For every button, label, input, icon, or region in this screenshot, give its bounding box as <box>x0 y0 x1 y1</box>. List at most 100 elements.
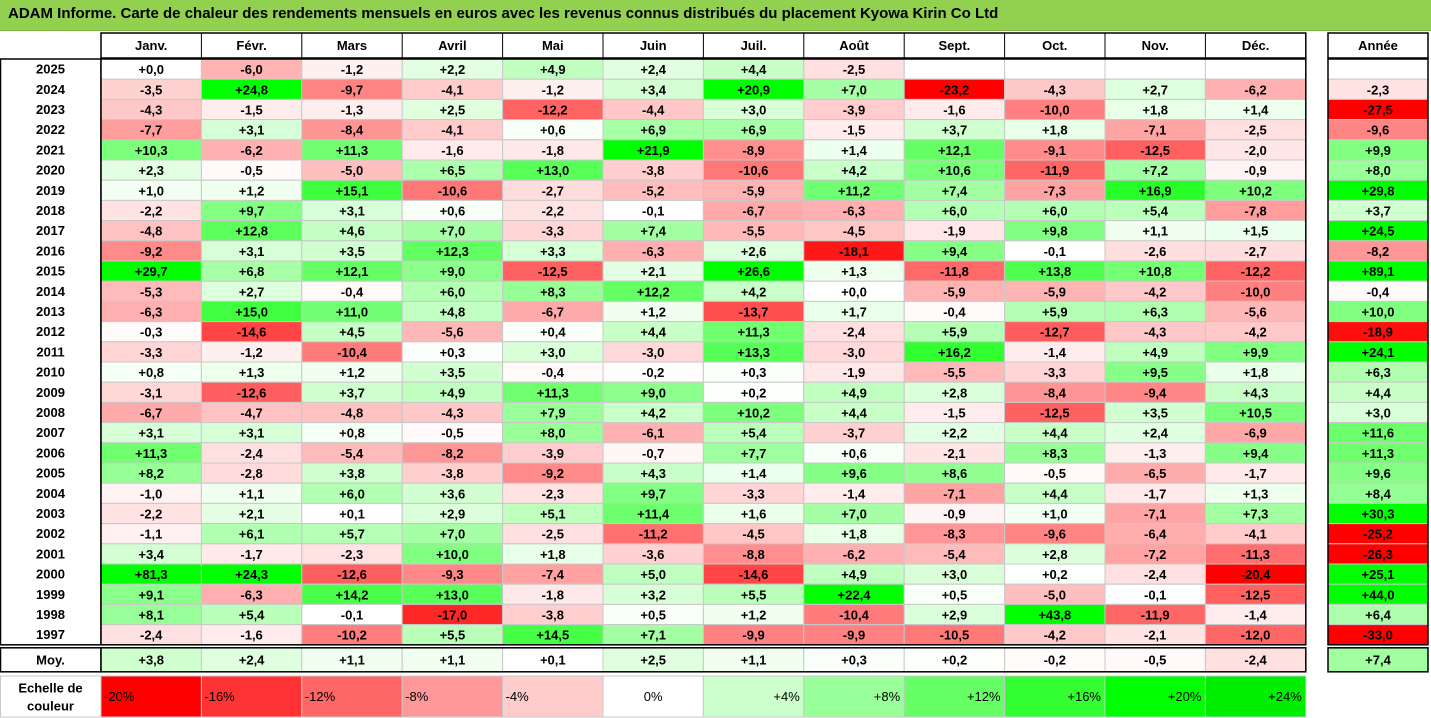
cell-value: +3,0 <box>540 345 566 360</box>
cell-value: -5,3 <box>140 284 162 299</box>
cell-value: +11,3 <box>537 385 569 400</box>
annual-value: +11,3 <box>1362 446 1394 461</box>
cell-value: +0,5 <box>942 587 968 602</box>
cell-value: +2,5 <box>440 103 466 118</box>
average-cell <box>1004 647 1106 673</box>
cell-value: -4,1 <box>441 123 463 138</box>
cell-value: -0,1 <box>1044 244 1066 259</box>
cell-value: +6,5 <box>440 163 466 178</box>
scale-swatch <box>602 675 704 718</box>
cell-value: -4,2 <box>1144 284 1166 299</box>
cell-value: +4,9 <box>841 567 867 582</box>
annual-value: -8,2 <box>1367 244 1389 259</box>
cell-value: -4,5 <box>742 527 764 542</box>
cell-value: -2,1 <box>1144 628 1166 643</box>
cell-value: +0,3 <box>440 345 466 360</box>
cell-value: +14,2 <box>336 587 369 602</box>
cell-value: -9,9 <box>742 628 764 643</box>
cell-value: +7,3 <box>1243 507 1269 522</box>
average-annual-cell <box>1327 647 1429 673</box>
cell-value: -6,2 <box>843 547 865 562</box>
cell-value: -10,2 <box>337 628 367 643</box>
cell-value: -0,5 <box>1044 466 1066 481</box>
month-header-cell: Avril <box>438 38 466 53</box>
cell-value: -2,2 <box>140 507 162 522</box>
cell-value: +2,7 <box>239 284 265 299</box>
cell-value: -9,9 <box>843 628 865 643</box>
cell-value: +0,6 <box>841 446 867 461</box>
annual-header-label: Année <box>1358 38 1398 53</box>
cell-value: +0,4 <box>540 325 566 340</box>
cell-value: +6,8 <box>239 264 265 279</box>
average-cell <box>602 647 704 673</box>
cell-value: -9,2 <box>542 466 564 481</box>
cell-value: -1,0 <box>140 486 162 501</box>
cell-value: +4,3 <box>1243 385 1269 400</box>
cell-value: -2,3 <box>341 547 363 562</box>
cell-value: -2,1 <box>943 446 965 461</box>
year-label: 2015 <box>36 264 65 279</box>
cell-value: +2,1 <box>239 507 265 522</box>
cell-value: +11,0 <box>336 305 368 320</box>
cell-value: +1,4 <box>741 466 767 481</box>
cell-value: +3,1 <box>239 123 265 138</box>
cell-value: -2,2 <box>542 204 564 219</box>
year-label: 2002 <box>36 526 65 541</box>
cell-value: -0,5 <box>441 426 463 441</box>
cell-value: +3,1 <box>138 426 164 441</box>
cell-value: -11,2 <box>639 527 668 542</box>
cell-value: +11,3 <box>135 446 167 461</box>
annual-value: +10,0 <box>1362 305 1395 320</box>
cell-value: -12,6 <box>237 385 267 400</box>
cell-value: -3,3 <box>1044 365 1066 380</box>
table-row: 2013 -6,3 +15,0 +11,0 +4,8 -6,7 +1,2 -13,7 +1,7 -… <box>36 300 1429 323</box>
cell-value: -4,2 <box>1044 628 1066 643</box>
cell-value: +1,1 <box>1142 224 1168 239</box>
cell-value: -12,6 <box>337 567 367 582</box>
cell-value: +3,1 <box>239 426 265 441</box>
cell-value: -5,4 <box>943 547 966 562</box>
cell-value: +9,1 <box>138 587 164 602</box>
cell-value: -1,8 <box>542 587 564 602</box>
table-row: 2022 -7,7 +3,1 -8,4 -4,1 +0,6 +6,9 +6,9 -1,5 +3,7… <box>36 119 1429 141</box>
cell-value: -23,2 <box>940 82 970 97</box>
cell-value: +0,2 <box>741 385 767 400</box>
cell-value: +6,0 <box>440 284 466 299</box>
cell-value: +5,5 <box>741 587 767 602</box>
month-header: Janv. Févr. Mars Avril Mai Juin Juil. Août Sept.… <box>100 32 1307 59</box>
cell-value: -1,3 <box>1144 446 1166 461</box>
table-row: 2025 +0,0 -6,0 -1,2 +2,2 +4,9 +2,4 +4,4 -2,5 <box>36 58 1429 80</box>
cell-value: +9,4 <box>942 244 968 259</box>
cell-value: -4,8 <box>341 406 363 421</box>
cell-value: -6,2 <box>1244 82 1266 97</box>
cell-value: +10,5 <box>1239 406 1272 421</box>
cell-value: -5,5 <box>943 365 965 380</box>
average-label: Moy. <box>36 652 65 667</box>
cell-value: +2,8 <box>942 385 968 400</box>
month-header-cell: Juin <box>640 38 667 53</box>
cell-value: -3,8 <box>542 608 564 623</box>
cell-value: +1,7 <box>841 305 867 320</box>
table-row: 2020 +2,3 -0,5 -5,0 +6,5 +13,0 -3,8 -10,6 +4,2 +1… <box>36 159 1429 181</box>
scale-swatch <box>1204 675 1307 718</box>
cell-value: -3,9 <box>542 446 564 461</box>
cell-value: +5,7 <box>339 527 365 542</box>
cell-value: +2,4 <box>1142 426 1168 441</box>
cell-value: -4,4 <box>642 103 665 118</box>
cell-value: +3,7 <box>339 385 365 400</box>
cell-value: +6,9 <box>640 123 666 138</box>
cell-value: +1,3 <box>239 365 265 380</box>
cell-value: +2,2 <box>942 426 968 441</box>
year-label: 2005 <box>36 466 65 481</box>
scale-label: +20% <box>1168 689 1202 704</box>
table-row: 2019 +1,0 +1,2 +15,1 -10,6 -2,7 -5,2 -5,9 +11,2 +… <box>36 179 1429 201</box>
cell-value: -8,2 <box>441 446 463 461</box>
cell-value: -0,5 <box>240 163 262 178</box>
cell-value: +2,9 <box>440 507 466 522</box>
cell-value: -3,0 <box>843 345 865 360</box>
cell-value: -2,6 <box>1144 244 1166 259</box>
average-value: +0,2 <box>942 652 968 667</box>
annual-value: -26,3 <box>1363 547 1393 562</box>
cell-value: -10,6 <box>438 183 468 198</box>
cell-value: -4,8 <box>140 224 162 239</box>
